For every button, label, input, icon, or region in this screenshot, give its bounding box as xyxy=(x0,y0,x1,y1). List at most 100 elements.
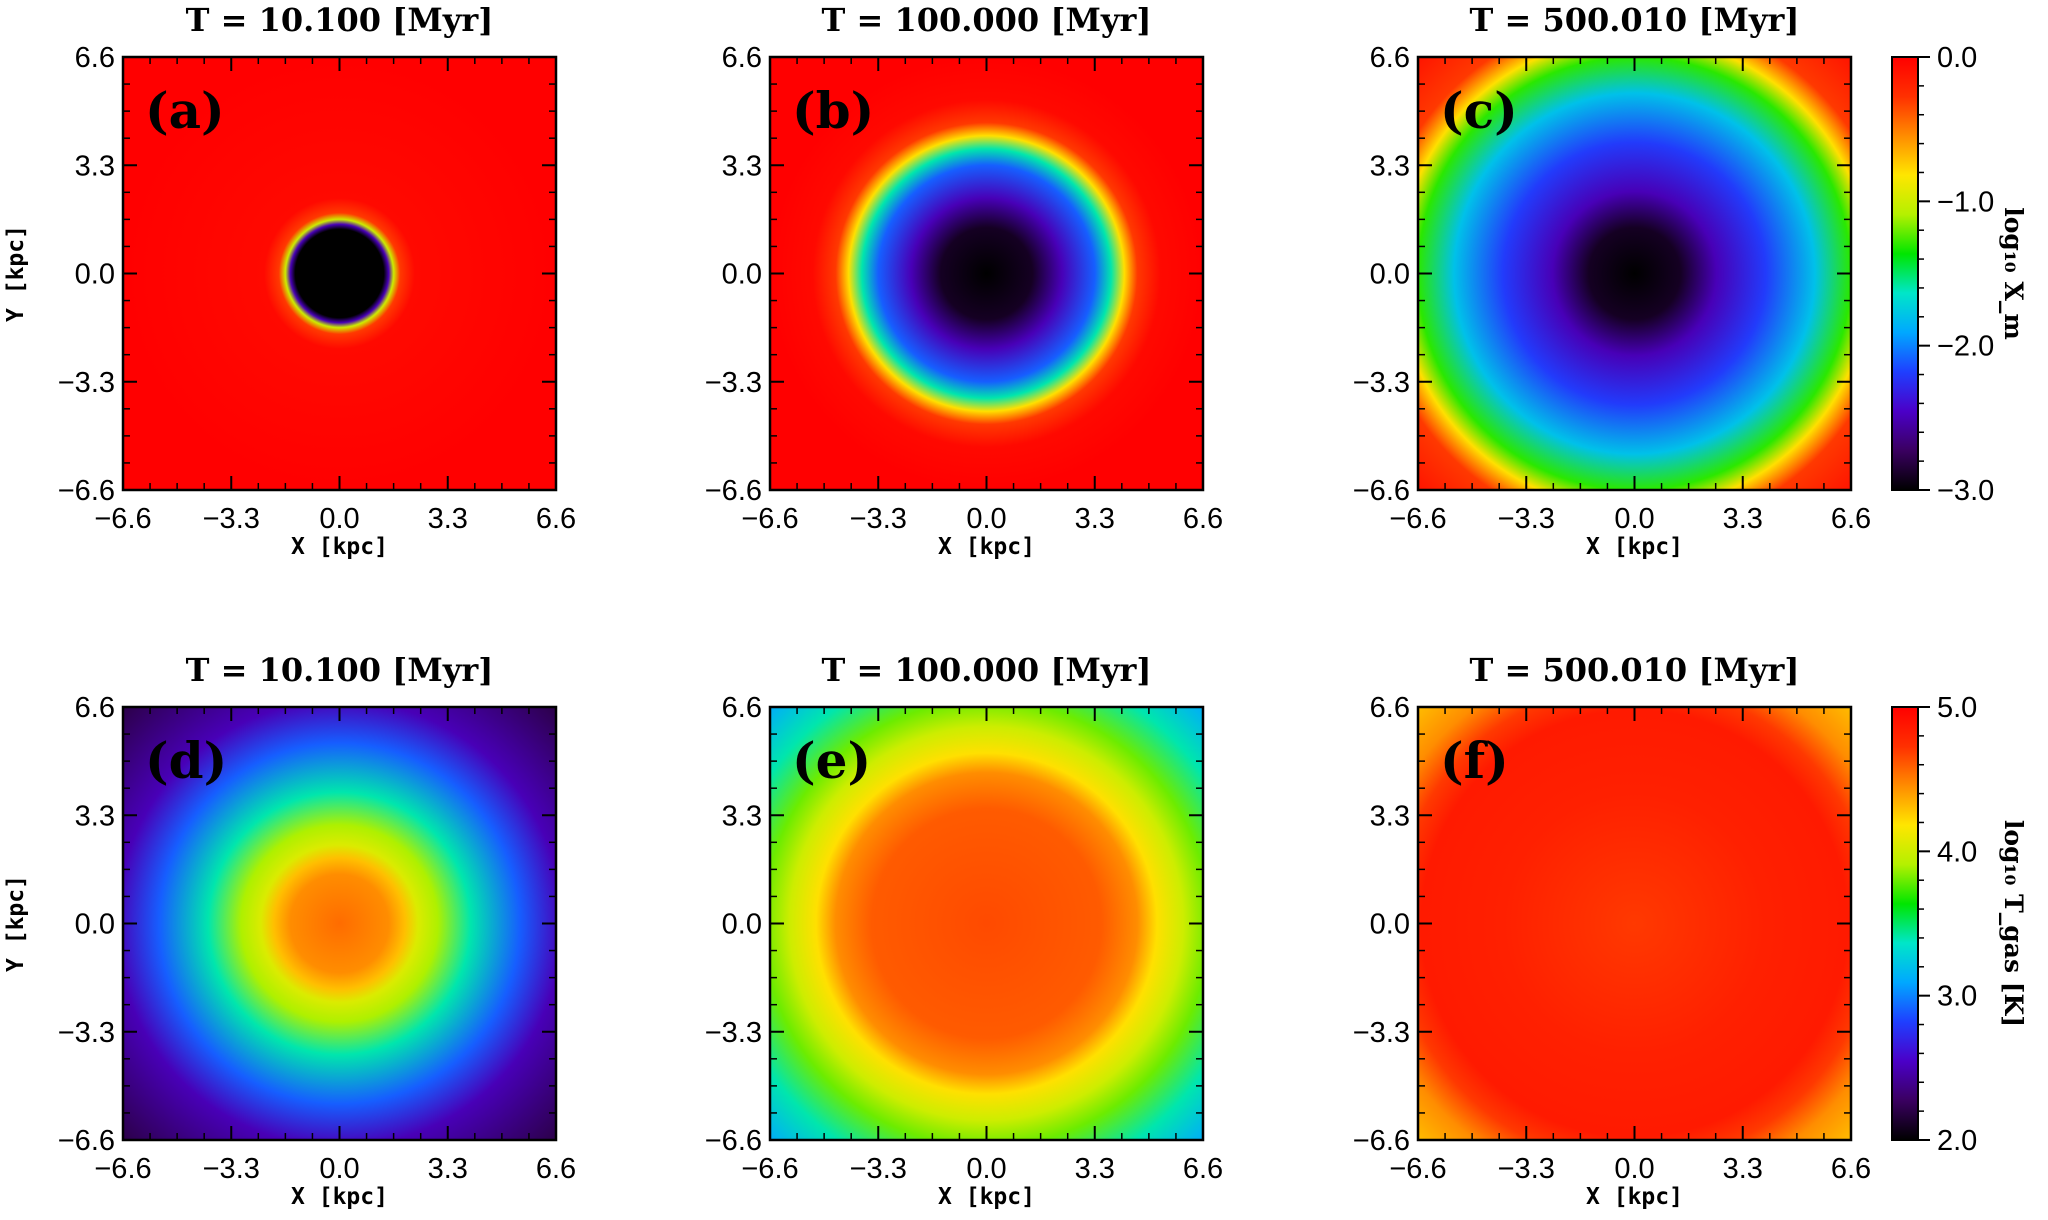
panel-title: T = 10.100 [Myr] xyxy=(186,651,494,689)
y-tick-label: −6.6 xyxy=(1353,475,1410,507)
x-tick-label: 0.0 xyxy=(319,503,359,535)
panel-title: T = 500.010 [Myr] xyxy=(1470,651,1800,689)
panel-b: −6.6 6.6 −3.3 3.3 0.0 0.0 3.3 −3.3 6.6 −6.6 T = 10… xyxy=(705,1,1223,560)
colorbar-2: 5.0 4.0 3.0 2.0 log₁₀ T_gas [K] xyxy=(1891,692,2028,1157)
y-tick-label: −6.6 xyxy=(705,1125,762,1157)
y-tick-label: −3.3 xyxy=(705,367,762,399)
x-tick-label: 0.0 xyxy=(319,1153,359,1185)
panels: −6.6 6.6 −3.3 3.3 0.0 0.0 3.3 −3.3 6.6 −6.6 T = 10… xyxy=(3,1,1871,1210)
heatmap-image xyxy=(770,707,1203,1140)
x-tick-label: −6.6 xyxy=(1389,1153,1446,1185)
x-tick-label: −3.3 xyxy=(850,1153,907,1185)
colorbar-tick-label: 5.0 xyxy=(1937,692,1977,724)
panel-label: (f) xyxy=(1440,731,1509,790)
panel-f: −6.6 6.6 −3.3 3.3 0.0 0.0 3.3 −3.3 6.6 −6.6 T = 50… xyxy=(1353,651,1871,1210)
x-tick-label: 3.3 xyxy=(1723,1153,1763,1185)
x-tick-label: −6.6 xyxy=(1389,503,1446,535)
x-tick-label: 6.6 xyxy=(1183,503,1223,535)
colorbar-tick-label: 0.0 xyxy=(1937,42,1977,74)
y-tick-label: 6.6 xyxy=(1370,692,1410,724)
y-tick-label: 0.0 xyxy=(722,259,762,291)
x-tick-label: −3.3 xyxy=(203,1153,260,1185)
y-tick-label: 3.3 xyxy=(722,150,762,182)
y-tick-label: 0.0 xyxy=(1370,259,1410,291)
panel-title: T = 500.010 [Myr] xyxy=(1470,1,1800,39)
x-tick-label: −3.3 xyxy=(850,503,907,535)
x-tick-label: −6.6 xyxy=(94,1153,151,1185)
x-tick-label: 6.6 xyxy=(1831,503,1871,535)
y-tick-label: 0.0 xyxy=(75,259,115,291)
panel-a: −6.6 6.6 −3.3 3.3 0.0 0.0 3.3 −3.3 6.6 −6.6 T = 10… xyxy=(3,1,576,560)
x-tick-label: −6.6 xyxy=(94,503,151,535)
x-tick-label: 0.0 xyxy=(966,1153,1006,1185)
colorbar-1: 0.0 −1.0 −2.0 −3.0 log₁₀ X_m xyxy=(1891,42,2028,507)
y-axis-label: Y [kpc] xyxy=(3,225,29,322)
colorbars: 0.0 −1.0 −2.0 −3.0 log₁₀ X_m 5.0 4.0 3.0 2.0 log₁… xyxy=(1891,42,2028,1157)
colorbar-tick-label: 3.0 xyxy=(1937,981,1977,1013)
colorbar-tick-label: −1.0 xyxy=(1937,186,1994,218)
y-tick-label: 3.3 xyxy=(75,800,115,832)
y-tick-label: 6.6 xyxy=(722,692,762,724)
colorbar-label: log₁₀ T_gas [K] xyxy=(1999,820,2028,1027)
y-tick-label: 0.0 xyxy=(75,909,115,941)
x-axis-label: X [kpc] xyxy=(1586,534,1683,560)
panel-label: (e) xyxy=(792,731,871,790)
y-tick-label: 3.3 xyxy=(722,800,762,832)
y-tick-label: −6.6 xyxy=(58,1125,115,1157)
x-tick-label: 6.6 xyxy=(1831,1153,1871,1185)
panel-label: (d) xyxy=(145,731,227,790)
y-tick-label: −3.3 xyxy=(1353,367,1410,399)
panel-label: (b) xyxy=(792,81,874,140)
colorbar-tick-label: 4.0 xyxy=(1937,836,1977,868)
heatmap-image xyxy=(123,57,556,490)
panel-c: −6.6 6.6 −3.3 3.3 0.0 0.0 3.3 −3.3 6.6 −6.6 T = 50… xyxy=(1353,1,1871,560)
x-axis-label: X [kpc] xyxy=(938,1184,1035,1210)
panel-e: −6.6 6.6 −3.3 3.3 0.0 0.0 3.3 −3.3 6.6 −6.6 T = 10… xyxy=(705,651,1223,1210)
y-tick-label: −6.6 xyxy=(58,475,115,507)
panel-title: T = 10.100 [Myr] xyxy=(186,1,494,39)
y-tick-label: 6.6 xyxy=(722,42,762,74)
y-tick-label: 6.6 xyxy=(1370,42,1410,74)
heatmap-image xyxy=(1418,57,1851,490)
panel-d: −6.6 6.6 −3.3 3.3 0.0 0.0 3.3 −3.3 6.6 −6.6 T = 10… xyxy=(3,651,576,1210)
x-tick-label: 0.0 xyxy=(966,503,1006,535)
x-tick-label: −3.3 xyxy=(203,503,260,535)
x-tick-label: 0.0 xyxy=(1614,503,1654,535)
x-tick-label: 3.3 xyxy=(428,1153,468,1185)
panel-title: T = 100.000 [Myr] xyxy=(822,651,1152,689)
y-tick-label: −6.6 xyxy=(705,475,762,507)
colorbar-tick-label: −3.0 xyxy=(1937,475,1994,507)
x-axis-label: X [kpc] xyxy=(938,534,1035,560)
y-tick-label: 0.0 xyxy=(722,909,762,941)
x-tick-label: 3.3 xyxy=(1075,1153,1115,1185)
x-axis-label: X [kpc] xyxy=(291,534,388,560)
x-tick-label: 3.3 xyxy=(428,503,468,535)
x-tick-label: −6.6 xyxy=(741,503,798,535)
y-tick-label: 6.6 xyxy=(75,42,115,74)
x-axis-label: X [kpc] xyxy=(1586,1184,1683,1210)
x-tick-label: 6.6 xyxy=(536,503,576,535)
heatmap-image xyxy=(1418,707,1851,1140)
panel-label: (a) xyxy=(145,81,225,140)
colorbar-tick-label: 2.0 xyxy=(1937,1125,1977,1157)
y-tick-label: −6.6 xyxy=(1353,1125,1410,1157)
colorbar-label: log₁₀ X_m xyxy=(1999,207,2028,340)
y-tick-label: 0.0 xyxy=(1370,909,1410,941)
x-tick-label: 3.3 xyxy=(1723,503,1763,535)
x-tick-label: 3.3 xyxy=(1075,503,1115,535)
y-axis-label: Y [kpc] xyxy=(3,875,29,972)
heatmap-image xyxy=(770,57,1203,490)
y-tick-label: −3.3 xyxy=(1353,1017,1410,1049)
y-tick-label: 3.3 xyxy=(1370,800,1410,832)
y-tick-label: −3.3 xyxy=(58,1017,115,1049)
x-tick-label: −6.6 xyxy=(741,1153,798,1185)
colorbar-tick-label: −2.0 xyxy=(1937,331,1994,363)
heatmap-image xyxy=(123,707,556,1140)
y-tick-label: 3.3 xyxy=(75,150,115,182)
y-tick-label: 6.6 xyxy=(75,692,115,724)
panel-label: (c) xyxy=(1440,81,1518,140)
colorbar-gradient xyxy=(1891,706,1919,1141)
x-tick-label: −3.3 xyxy=(1498,1153,1555,1185)
x-axis-label: X [kpc] xyxy=(291,1184,388,1210)
